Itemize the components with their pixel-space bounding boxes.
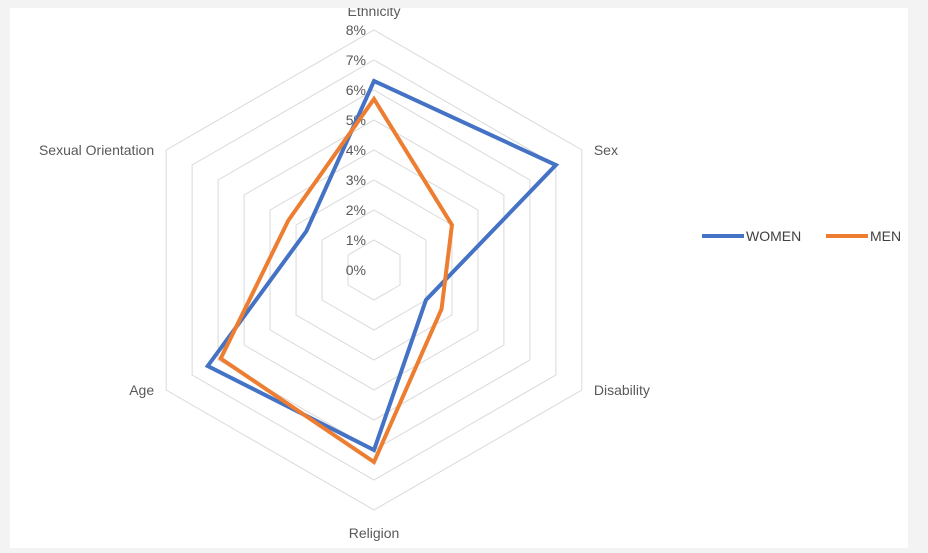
legend-label-men: MEN xyxy=(870,228,901,244)
tick-label: 2% xyxy=(346,202,366,218)
series-line-women xyxy=(204,78,560,453)
tick-label: 3% xyxy=(346,172,366,188)
grid-ring-7 xyxy=(191,59,557,481)
tick-label: 7% xyxy=(346,52,366,68)
grid-ring-5 xyxy=(243,119,505,421)
legend-label-women: WOMEN xyxy=(746,228,801,244)
axis-label-sex: Sex xyxy=(594,142,618,158)
grid-ring-1 xyxy=(347,239,401,301)
axis-label-age: Age xyxy=(129,382,154,398)
axis-label-disability: Disability xyxy=(594,382,650,398)
axis-label-ethnicity: Ethnicity xyxy=(348,8,401,19)
grid-ring-8 xyxy=(165,29,583,511)
tick-label: 1% xyxy=(346,232,366,248)
axis-label-religion: Religion xyxy=(349,525,400,541)
axis-label-sexual-orientation: Sexual Orientation xyxy=(39,142,154,158)
grid-ring-4 xyxy=(269,149,479,391)
tick-label: 4% xyxy=(346,142,366,158)
tick-label: 8% xyxy=(346,22,366,38)
chart-area: 0% 1% 2% 3% 4% 5% 6% 7% 8% Ethnicity Sex Disability… xyxy=(10,8,908,548)
grid-ring-2 xyxy=(321,209,427,331)
radar-chart: 0%1%2%3%4%5%6%7%8%EthnicitySexDisability… xyxy=(39,8,901,541)
series-line-men xyxy=(218,95,455,465)
tick-label: 6% xyxy=(346,82,366,98)
tick-label: 0% xyxy=(346,262,366,278)
